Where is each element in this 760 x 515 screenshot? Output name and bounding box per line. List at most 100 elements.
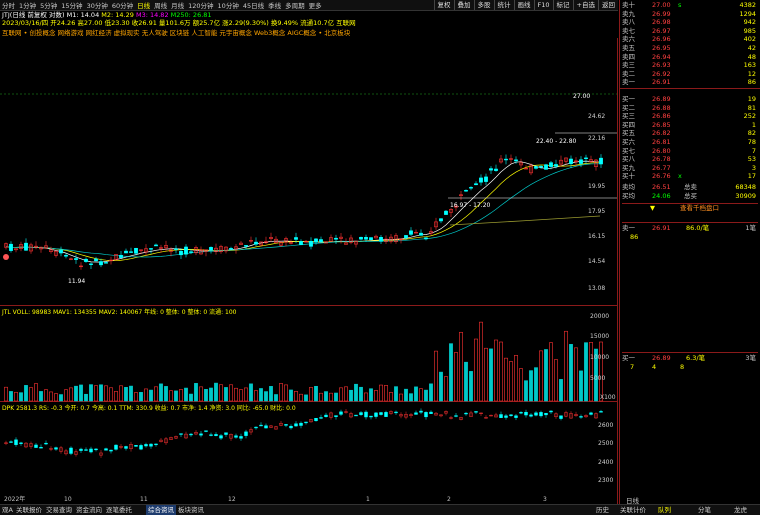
tf-60min[interactable]: 60分钟 [111,2,134,10]
candle [314,238,318,243]
volume-bar [569,344,573,402]
buy-level[interactable]: 买九 26.77 3 [622,164,758,173]
mark-button[interactable]: 标记 [552,0,573,10]
tab-fund-flow[interactable]: 资金流向 [76,506,102,514]
sell-level[interactable]: 卖一 26.91 86 [622,78,758,87]
draw-button[interactable]: 画线 [513,0,534,10]
buy1-detail: 买一 26.89 6.3/笔 3笔 7 4 8 [622,352,758,371]
index-candle [154,443,158,446]
tab-related-calc[interactable]: 关联计价 [620,506,646,514]
candle [109,259,113,262]
order-level-label: 卖八 [622,18,635,27]
volume-chart[interactable]: 20000 15000 10000 5000 X100 [0,306,618,402]
candle [199,249,203,255]
order-level-label: 卖六 [622,35,635,44]
buy-level[interactable]: 买三 26.86 252 [622,112,758,121]
stats-button[interactable]: 统计 [493,0,514,10]
tf-quarterly[interactable]: 季线 [268,2,282,10]
sell-level[interactable]: 卖二 26.92 12 [622,70,758,79]
tf-45day[interactable]: 45日线 [242,2,265,10]
candle [434,221,438,228]
tf-monthly[interactable]: 月线 [171,2,185,10]
tf-daily[interactable]: 日线 [137,2,151,10]
tab-ticks[interactable]: 分笔 [698,506,711,514]
ma250-line [449,215,601,226]
buy-level[interactable]: 买八 26.78 53 [622,155,758,164]
bar-info: 2023/03/16/四 开24.26 高27.00 低23.30 收26.91… [2,19,356,27]
buy-level[interactable]: 买七 26.80 7 [622,147,758,156]
price-axis-label: 16.15 [588,233,605,240]
overlay-button[interactable]: 叠加 [453,0,474,10]
tab-guan-a[interactable]: 观A [2,506,13,514]
index-candle [339,411,343,415]
tf-multi[interactable]: 多周期 [285,2,305,10]
ma3-label: M3: 14.82 [135,11,169,19]
index-candle [349,413,353,418]
sell-level[interactable]: 卖八 26.98 942 [622,18,758,27]
candle [414,231,418,234]
tab-related-quote[interactable]: 关联报价 [16,506,42,514]
candle [59,249,63,254]
order-price: 26.88 [652,103,671,112]
volume-bar [174,390,178,402]
tf-5min[interactable]: 5分钟 [40,2,58,10]
candle [234,246,238,250]
candle [44,245,48,249]
back-button[interactable]: 返回 [598,0,618,10]
sell-level[interactable]: 卖九 26.99 1294 [622,10,758,19]
volume-bar [414,386,418,402]
sell-level[interactable]: 卖六 26.96 402 [622,35,758,44]
index-candle [544,412,548,416]
order-volume: 402 [743,35,756,44]
kline-chart[interactable]: 27.00 22.40 - 22.80 16.97 - 17.20 11.94 … [0,38,618,306]
order-level-label: 买九 [622,163,635,172]
index-candle [379,412,383,415]
ma250-label: M250: 26.81 [170,11,212,19]
tf-10min[interactable]: 10分钟 [217,2,239,10]
tf-1min[interactable]: 1分钟 [19,2,37,10]
buy-level[interactable]: 买四 26.85 1 [622,121,758,130]
tf-fenshi[interactable]: 分时 [2,2,15,10]
tf-15min[interactable]: 15分钟 [61,2,83,10]
sell-level[interactable]: 卖五 26.95 42 [622,44,758,53]
tf-weekly[interactable]: 周线 [154,2,168,10]
concept-tags[interactable]: 互联网 • 创投概念 网络游戏 网红经济 虚拟现实 无人驾驶 区块链 人工智能 … [2,29,351,37]
buy-level[interactable]: 买六 26.81 78 [622,138,758,147]
candle [459,194,463,197]
tab-history[interactable]: 历史 [596,506,609,514]
buy-level[interactable]: 买五 26.82 82 [622,129,758,138]
tf-30min[interactable]: 30分钟 [86,2,108,10]
tab-queue[interactable]: 队列 [658,506,671,514]
index-candle [194,432,198,435]
buy-level[interactable]: 买十 26.76 17 x [622,172,758,181]
tab-order-detail[interactable]: 逐笔委托 [106,506,132,514]
buy-level[interactable]: 买一 26.89 19 [622,95,758,104]
tf-more[interactable]: 更多 [308,2,322,10]
candle [49,249,53,252]
tab-news[interactable]: 综合资讯 [146,505,176,515]
candle [319,239,323,243]
tab-trade-query[interactable]: 交易查询 [46,506,72,514]
order-depth-button[interactable]: 查看千档盘口 [680,204,719,212]
order-volume: 42 [747,44,756,52]
tab-dragon-tiger[interactable]: 龙虎 [734,506,747,514]
candle [94,258,98,262]
volume-bar [164,386,168,402]
tf-120min[interactable]: 120分钟 [188,2,214,10]
index-candle [459,417,463,420]
add-watchlist-button[interactable]: +自选 [572,0,598,10]
tab-sector-news[interactable]: 板块资讯 [178,506,204,514]
f10-button[interactable]: F10 [533,0,553,10]
index-candle [424,412,428,418]
sell-level[interactable]: 卖四 26.94 48 [622,53,758,62]
sell-level[interactable]: 卖七 26.97 985 [622,27,758,36]
fuquan-button[interactable]: 复权 [433,0,454,10]
sell-level[interactable]: 卖三 26.93 163 [622,61,758,70]
order-level-label: 买五 [622,129,635,138]
sell-level[interactable]: 卖十 27.00 4382 s [622,1,758,10]
candle [154,244,158,247]
event-marker-icon[interactable] [3,254,9,260]
buy-level[interactable]: 买二 26.88 81 [622,104,758,113]
multi-stock-button[interactable]: 多股 [473,0,494,10]
